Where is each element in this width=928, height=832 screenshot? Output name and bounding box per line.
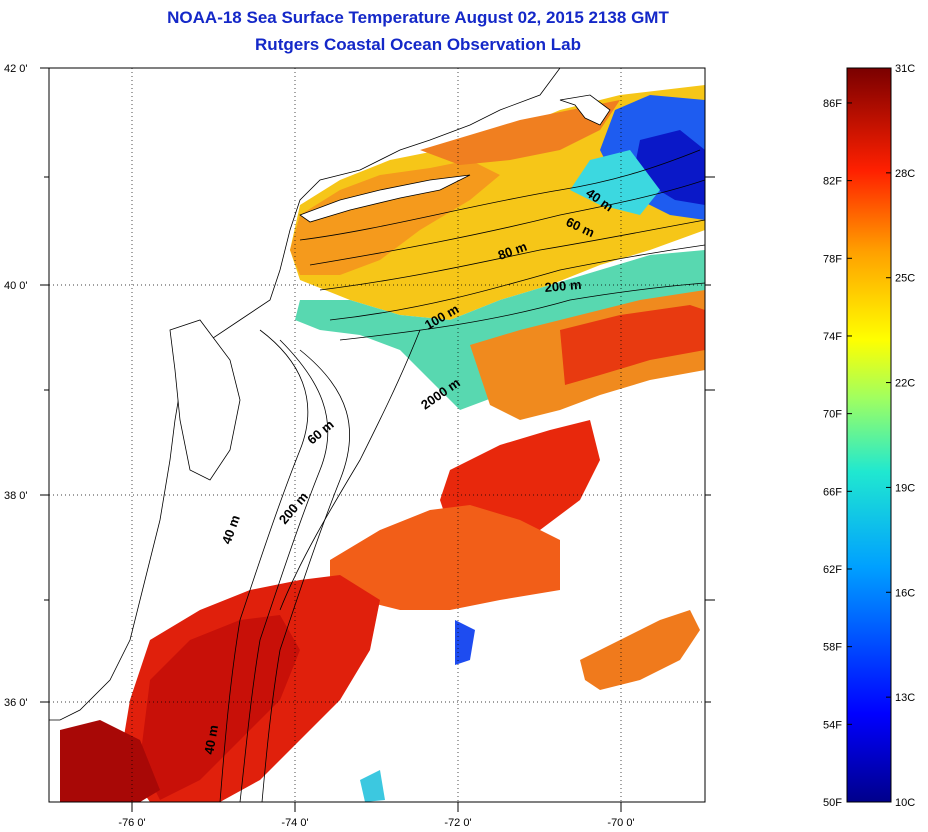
sst-shelfbreak bbox=[295, 250, 705, 410]
chart-subtitle: Rutgers Coastal Ocean Observation Lab bbox=[255, 35, 581, 54]
colorbar-gradient bbox=[846, 67, 892, 803]
colorbar-fahrenheit-label: 58F bbox=[823, 642, 842, 654]
lat-label-42: 42 0' bbox=[4, 63, 28, 75]
colorbar-celsius-label: 13C bbox=[895, 692, 915, 704]
lon-label-72: -72 0' bbox=[444, 817, 471, 829]
colorbar: 31C 28C 25C 22C 19C 16C 13C 10C 86F 82F 78F 74F 70F… bbox=[823, 63, 915, 809]
map-frame bbox=[48, 67, 706, 803]
colorbar-fahrenheit-label: 50F bbox=[823, 797, 842, 809]
grid-lines bbox=[49, 68, 705, 802]
contour-label-200m-north: 200 m bbox=[544, 277, 582, 295]
lat-label-40: 40 0' bbox=[4, 280, 28, 292]
sst-gulfstream-mid bbox=[330, 505, 560, 610]
latitude-labels: 42 0' 40 0' 38 0' 36 0' bbox=[4, 63, 28, 709]
longitude-labels: -76 0' -74 0' -72 0' -70 0' bbox=[118, 817, 634, 829]
colorbar-fahrenheit-label: 54F bbox=[823, 719, 842, 731]
sst-se-patch bbox=[580, 610, 700, 690]
sst-cape-blue bbox=[360, 770, 385, 802]
bathymetry-contours bbox=[219, 149, 705, 802]
lon-label-76: -76 0' bbox=[118, 817, 145, 829]
sst-gulfstream-core bbox=[140, 615, 300, 800]
sst-se-blue bbox=[455, 620, 475, 665]
colorbar-fahrenheit-label: 82F bbox=[823, 176, 842, 188]
axis-ticks bbox=[40, 67, 715, 812]
colorbar-celsius-label: 31C bbox=[895, 63, 915, 75]
chart-title: NOAA-18 Sea Surface Temperature August 0… bbox=[167, 8, 669, 27]
lon-label-74: -74 0' bbox=[281, 817, 308, 829]
sst-field bbox=[60, 85, 705, 802]
colorbar-fahrenheit-label: 62F bbox=[823, 564, 842, 576]
colorbar-celsius-label: 28C bbox=[895, 168, 915, 180]
colorbar-celsius-labels: 31C 28C 25C 22C 19C 16C 13C 10C bbox=[895, 63, 915, 809]
colorbar-fahrenheit-labels: 86F 82F 78F 74F 70F 66F 62F 58F 54F 50F bbox=[823, 98, 842, 809]
land bbox=[49, 68, 611, 721]
map-panel: 40 m 60 m 80 m 200 m 100 m 2000 m 60 m 2… bbox=[49, 68, 705, 802]
cape-cod bbox=[559, 94, 611, 126]
colorbar-celsius-label: 10C bbox=[895, 797, 915, 809]
sst-slope-red bbox=[560, 305, 705, 385]
long-island bbox=[299, 174, 471, 223]
colorbar-fahrenheit-label: 70F bbox=[823, 409, 842, 421]
colorbar-fahrenheit-label: 74F bbox=[823, 331, 842, 343]
delmarva bbox=[169, 319, 241, 481]
lon-label-70: -70 0' bbox=[607, 817, 634, 829]
colorbar-fahrenheit-label: 86F bbox=[823, 98, 842, 110]
colorbar-celsius-label: 25C bbox=[895, 273, 915, 285]
lat-label-36: 36 0' bbox=[4, 697, 28, 709]
colorbar-fahrenheit-label: 78F bbox=[823, 253, 842, 265]
contour-label-40m-south: 40 m bbox=[201, 724, 221, 756]
sst-shelf-north bbox=[290, 85, 705, 320]
colorbar-celsius-label: 16C bbox=[895, 587, 915, 599]
sst-north-orange bbox=[420, 100, 620, 165]
colorbar-ticks bbox=[847, 67, 891, 803]
colorbar-celsius-label: 19C bbox=[895, 482, 915, 494]
colorbar-celsius-label: 22C bbox=[895, 378, 915, 390]
sst-shelf-orange bbox=[290, 160, 500, 275]
new-england-land bbox=[49, 68, 561, 721]
colorbar-fahrenheit-label: 66F bbox=[823, 486, 842, 498]
lat-label-38: 38 0' bbox=[4, 490, 28, 502]
sst-carolina-coast bbox=[60, 720, 160, 802]
